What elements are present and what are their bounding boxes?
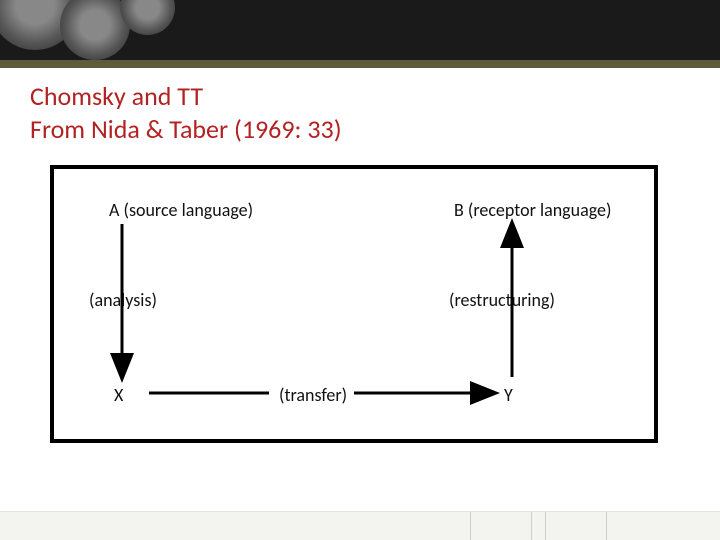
diagram-frame: A (source language) B (receptor language… — [50, 165, 658, 443]
top-banner — [0, 0, 720, 60]
footer-strip — [0, 511, 720, 540]
diagram-arrows — [54, 169, 654, 439]
title-line-1: Chomsky and TT — [30, 80, 342, 113]
title-line-2: From Nida & Taber (1969: 33) — [30, 113, 342, 146]
footer-notch — [545, 512, 607, 540]
footer-notch — [470, 512, 532, 540]
accent-bar — [0, 60, 720, 68]
slide-title: Chomsky and TT From Nida & Taber (1969: … — [30, 80, 342, 145]
